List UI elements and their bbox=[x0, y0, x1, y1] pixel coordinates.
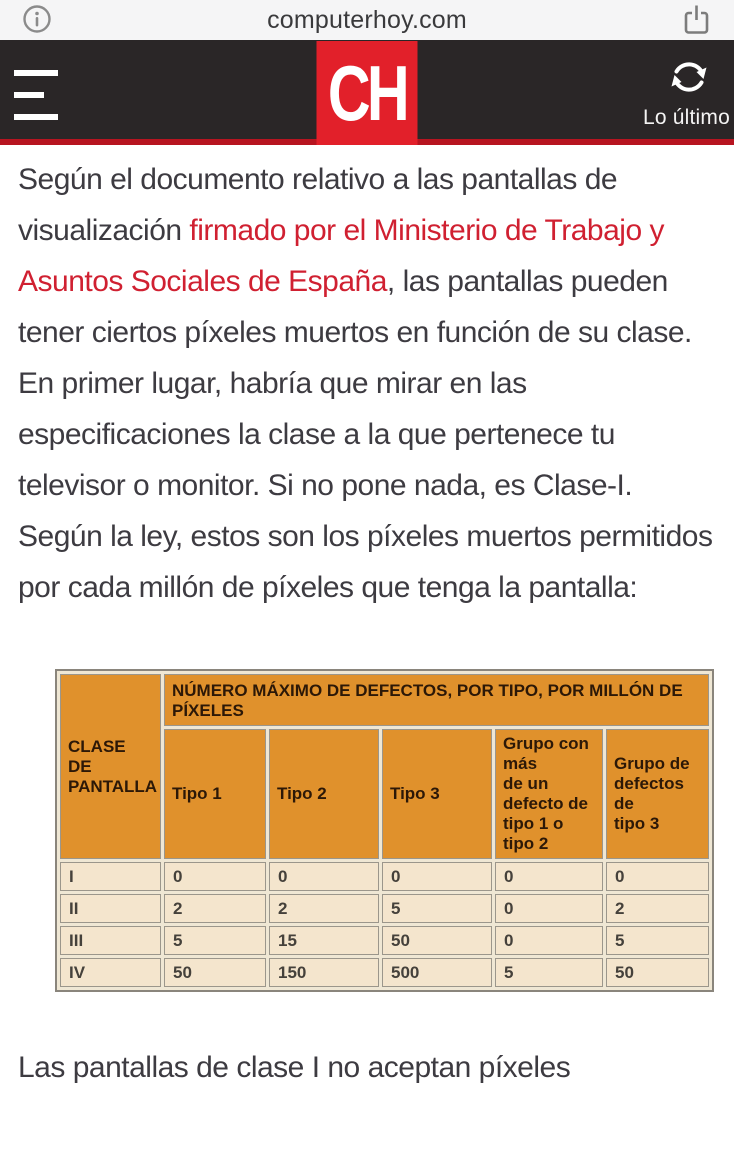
cell-value: 0 bbox=[495, 926, 603, 955]
article-paragraph-2: Las pantallas de clase I no aceptan píxe… bbox=[18, 1051, 571, 1084]
cell-value: 0 bbox=[495, 894, 603, 923]
browser-top-bar: computerhoy.com bbox=[0, 0, 734, 40]
table-row: II 2 2 5 0 2 bbox=[60, 894, 710, 923]
cell-value: 5 bbox=[164, 926, 266, 955]
table-span-header: NÚMERO MÁXIMO DE DEFECTOS, POR TIPO, POR… bbox=[164, 674, 710, 726]
ministry-document-link[interactable]: firmado por el Ministerio de Trabajo y A… bbox=[18, 214, 664, 298]
cell-value: 0 bbox=[164, 862, 266, 891]
article-body: Según el documento relativo a las pantal… bbox=[0, 145, 734, 1093]
table-row: IV 50 150 500 5 50 bbox=[60, 958, 710, 987]
row-class-label: II bbox=[60, 894, 161, 923]
cell-value: 2 bbox=[164, 894, 266, 923]
site-header: CH Lo último bbox=[0, 40, 734, 145]
row-class-label: I bbox=[60, 862, 161, 891]
column-header-tipo2: Tipo 2 bbox=[269, 729, 379, 859]
cell-value: 0 bbox=[382, 862, 492, 891]
hamburger-icon bbox=[14, 70, 58, 76]
cell-value: 0 bbox=[606, 862, 710, 891]
site-logo[interactable]: CH bbox=[316, 41, 418, 145]
cell-value: 5 bbox=[382, 894, 492, 923]
article-paragraph: Según el documento relativo a las pantal… bbox=[18, 154, 716, 613]
address-bar-url[interactable]: computerhoy.com bbox=[267, 5, 467, 34]
paragraph-text-start: Según el documento relativo a las pantal… bbox=[18, 163, 618, 247]
cell-value: 0 bbox=[269, 862, 379, 891]
cell-value: 2 bbox=[269, 894, 379, 923]
info-icon bbox=[23, 5, 51, 33]
logo-text: CH bbox=[327, 49, 410, 137]
cell-value: 150 bbox=[269, 958, 379, 987]
menu-button[interactable] bbox=[14, 70, 58, 136]
cell-value: 5 bbox=[606, 926, 710, 955]
cell-value: 5 bbox=[495, 958, 603, 987]
cell-value: 500 bbox=[382, 958, 492, 987]
paragraph-text-end: , las pantallas pueden tener ciertos píx… bbox=[18, 265, 713, 604]
row-class-label: III bbox=[60, 926, 161, 955]
defects-table: CLASE DE PANTALLA NÚMERO MÁXIMO DE DEFEC… bbox=[55, 669, 715, 992]
column-header-grupo-defecto: Grupo con más de un defecto de tipo 1 o … bbox=[495, 729, 603, 859]
share-icon bbox=[684, 5, 709, 34]
column-header-tipo3: Tipo 3 bbox=[382, 729, 492, 859]
page-info-button[interactable] bbox=[20, 0, 54, 40]
refresh-button[interactable] bbox=[666, 54, 712, 100]
cell-value: 50 bbox=[606, 958, 710, 987]
cell-value: 50 bbox=[164, 958, 266, 987]
cell-value: 15 bbox=[269, 926, 379, 955]
cell-value: 50 bbox=[382, 926, 492, 955]
column-header-grupo-tipo3: Grupo de defectos de tipo 3 bbox=[606, 729, 710, 859]
table-row: I 0 0 0 0 0 bbox=[60, 862, 710, 891]
cell-value: 0 bbox=[495, 862, 603, 891]
table-corner-header: CLASE DE PANTALLA bbox=[60, 674, 161, 859]
cell-value: 2 bbox=[606, 894, 710, 923]
column-header-tipo1: Tipo 1 bbox=[164, 729, 266, 859]
row-class-label: IV bbox=[60, 958, 161, 987]
latest-news-link[interactable]: Lo último bbox=[642, 106, 730, 129]
defects-table-container: CLASE DE PANTALLA NÚMERO MÁXIMO DE DEFEC… bbox=[55, 669, 716, 992]
table-row: III 5 15 50 0 5 bbox=[60, 926, 710, 955]
refresh-icon bbox=[671, 62, 707, 92]
share-button[interactable] bbox=[680, 0, 714, 40]
